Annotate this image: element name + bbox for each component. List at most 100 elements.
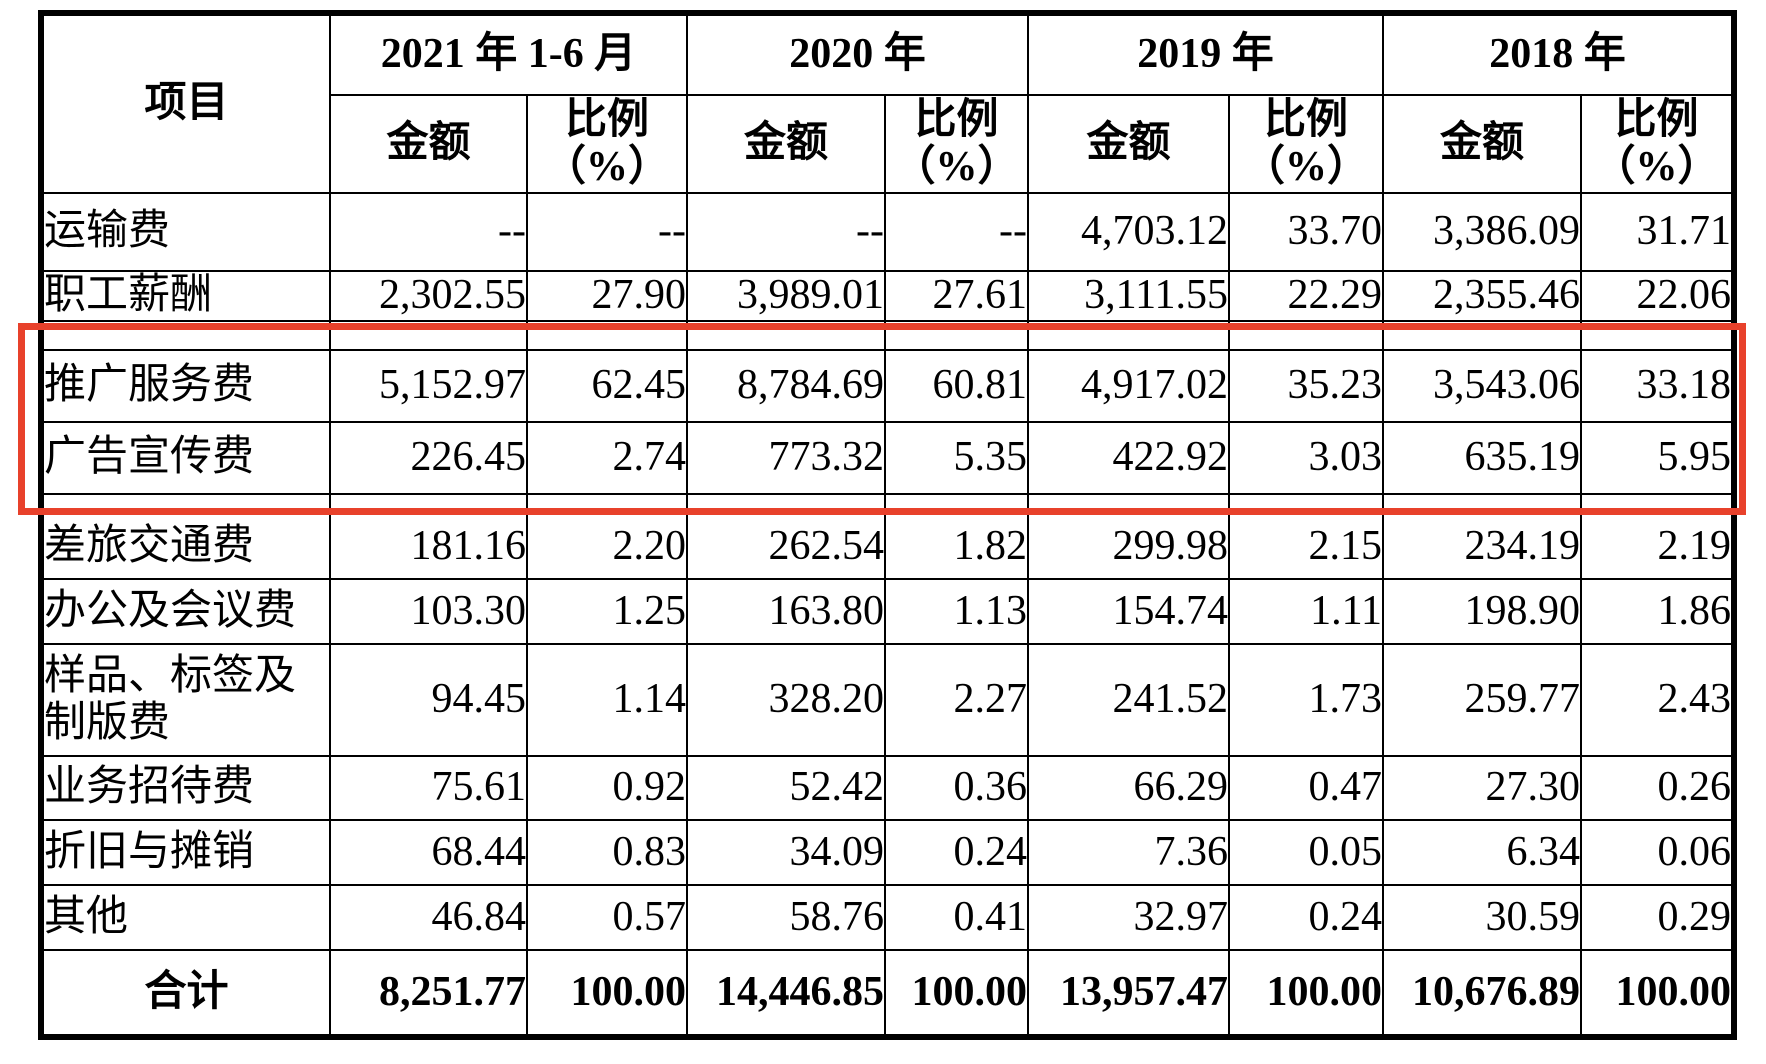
table-row-travel: 差旅交通费 181.16 2.20 262.54 1.82 299.98 2.1… [40, 513, 1736, 580]
cell-value: 5.35 [883, 421, 1030, 495]
cell-value: 6.34 [1382, 819, 1583, 886]
cell-value: 27.61 [883, 270, 1030, 322]
cell-value: 34.09 [686, 819, 886, 886]
table-row-salary: 职工薪酬 2,302.55 27.90 3,989.01 27.61 3,111… [40, 270, 1736, 322]
cell-value: 33.70 [1228, 192, 1385, 272]
cell-value: 14,446.85 [686, 949, 886, 1038]
spacer-row [40, 493, 1736, 515]
cell-value: 75.61 [329, 755, 528, 821]
row-label: 推广服务费 [40, 349, 331, 423]
cell-value: 8,784.69 [686, 349, 886, 423]
cell-value: -- [686, 192, 886, 272]
expense-ratio-table: 项目 2021 年 1-6 月 2020 年 2019 年 2018 年 金额 … [38, 10, 1738, 1040]
cell-value: 422.92 [1027, 421, 1231, 495]
cell-value: 13,957.47 [1027, 949, 1231, 1038]
cell-value: 635.19 [1382, 421, 1583, 495]
cell-value: 0.92 [526, 755, 688, 821]
header-amount-2019: 金额 [1027, 94, 1231, 194]
header-period-2018: 2018 年 [1382, 12, 1736, 96]
cell-value: 234.19 [1382, 513, 1583, 580]
cell-value: 35.23 [1228, 349, 1385, 423]
header-ratio-line1: 比例 [914, 96, 999, 143]
cell-value: 0.36 [883, 755, 1030, 821]
header-ratio-line1: 比例 [1264, 96, 1349, 143]
cell-value: 100.00 [883, 949, 1030, 1038]
cell-value: 1.14 [526, 643, 688, 757]
cell-value: 198.90 [1382, 578, 1583, 645]
cell-value: 31.71 [1580, 192, 1736, 272]
spacer-row [40, 320, 1736, 351]
header-period-2021: 2021 年 1-6 月 [329, 12, 688, 96]
cell-value: 241.52 [1027, 643, 1231, 757]
cell-value: 0.05 [1228, 819, 1385, 886]
cell-value: 60.81 [883, 349, 1030, 423]
cell-value: 0.29 [1580, 884, 1736, 951]
cell-value: 181.16 [329, 513, 528, 580]
cell-value: 2.19 [1580, 513, 1736, 580]
table-row-promotion: 推广服务费 5,152.97 62.45 8,784.69 60.81 4,91… [40, 349, 1736, 423]
header-ratio-line1: 比例 [1614, 96, 1699, 143]
cell-value: 1.25 [526, 578, 688, 645]
header-amount-2021: 金额 [329, 94, 528, 194]
cell-value: 4,703.12 [1027, 192, 1231, 272]
header-ratio-2020: 比例 （%） [883, 94, 1030, 194]
header-row-measures: 金额 比例 （%） 金额 比例 （%） 金额 比例 （%） 金额 比例 （%） [41, 94, 1736, 194]
cell-value: 27.30 [1382, 755, 1583, 821]
header-item: 项目 [40, 12, 331, 194]
cell-value: -- [526, 192, 688, 272]
cell-value: 773.32 [686, 421, 886, 495]
cell-value: 262.54 [686, 513, 886, 580]
cell-value: 0.06 [1580, 819, 1736, 886]
row-label: 折旧与摊销 [40, 819, 331, 886]
header-ratio-line2: （%） [1243, 144, 1370, 190]
header-ratio-2019: 比例 （%） [1228, 94, 1385, 194]
cell-value: 100.00 [1228, 949, 1385, 1038]
header-ratio-line2: （%） [893, 144, 1020, 190]
cell-value: 10,676.89 [1382, 949, 1583, 1038]
cell-value: 46.84 [329, 884, 528, 951]
cell-value: 33.18 [1580, 349, 1736, 423]
header-ratio-2021: 比例 （%） [526, 94, 688, 194]
row-label: 办公及会议费 [40, 578, 331, 645]
cell-value: 100.00 [1580, 949, 1736, 1038]
cell-value: 1.73 [1228, 643, 1385, 757]
table-row-samples: 样品、标签及制版费 94.45 1.14 328.20 2.27 241.52 … [40, 643, 1736, 757]
table-row-advertising: 广告宣传费 226.45 2.74 773.32 5.35 422.92 3.0… [40, 421, 1736, 495]
cell-value: 1.11 [1228, 578, 1385, 645]
header-period-2020: 2020 年 [685, 12, 1030, 96]
cell-value: 2,302.55 [329, 270, 528, 322]
cell-value: 5.95 [1580, 421, 1736, 495]
cell-value: 154.74 [1027, 578, 1231, 645]
table-row-other: 其他 46.84 0.57 58.76 0.41 32.97 0.24 30.5… [40, 884, 1736, 951]
cell-value: 22.29 [1228, 270, 1385, 322]
cell-value: 30.59 [1382, 884, 1583, 951]
cell-value: 3,386.09 [1382, 192, 1583, 272]
row-label: 广告宣传费 [40, 421, 331, 495]
cell-value: 2,355.46 [1382, 270, 1583, 322]
cell-value: 3,989.01 [686, 270, 886, 322]
cell-value: 0.24 [883, 819, 1030, 886]
cell-value: 7.36 [1027, 819, 1231, 886]
header-ratio-2018: 比例 （%） [1580, 94, 1736, 194]
header-row-periods: 项目 2021 年 1-6 月 2020 年 2019 年 2018 年 [40, 12, 1736, 194]
cell-value: -- [329, 192, 528, 272]
cell-value: 0.83 [526, 819, 688, 886]
header-ratio-line2: （%） [543, 144, 670, 190]
cell-value: 68.44 [329, 819, 528, 886]
cell-value: 94.45 [329, 643, 528, 757]
table-row-total: 合计 8,251.77 100.00 14,446.85 100.00 13,9… [40, 949, 1736, 1038]
cell-value: 4,917.02 [1027, 349, 1231, 423]
header-ratio-line1: 比例 [564, 96, 649, 143]
cell-value: 2.74 [526, 421, 688, 495]
cell-value: -- [883, 192, 1030, 272]
cell-value: 62.45 [526, 349, 688, 423]
row-label: 样品、标签及制版费 [40, 643, 331, 757]
cell-value: 3,543.06 [1382, 349, 1583, 423]
table-row-entertainment: 业务招待费 75.61 0.92 52.42 0.36 66.29 0.47 2… [40, 755, 1736, 821]
cell-value: 32.97 [1027, 884, 1231, 951]
row-label: 职工薪酬 [40, 270, 331, 322]
cell-value: 2.20 [526, 513, 688, 580]
row-label: 运输费 [40, 192, 331, 272]
table-row-depreciation: 折旧与摊销 68.44 0.83 34.09 0.24 7.36 0.05 6.… [40, 819, 1736, 886]
table-row-office: 办公及会议费 103.30 1.25 163.80 1.13 154.74 1.… [40, 578, 1736, 645]
